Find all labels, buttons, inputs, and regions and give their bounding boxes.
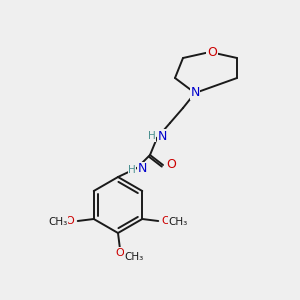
Text: CH₃: CH₃: [124, 252, 144, 262]
Text: N: N: [190, 86, 200, 100]
Text: CH₃: CH₃: [48, 217, 68, 227]
Text: O: O: [162, 216, 171, 226]
Text: O: O: [116, 248, 124, 258]
Text: H: H: [148, 131, 156, 141]
Text: O: O: [166, 158, 176, 172]
Text: O: O: [65, 216, 74, 226]
Text: H: H: [128, 165, 136, 175]
Text: N: N: [157, 130, 167, 142]
Text: CH₃: CH₃: [169, 217, 188, 227]
Text: O: O: [207, 46, 217, 59]
Text: N: N: [137, 163, 147, 176]
